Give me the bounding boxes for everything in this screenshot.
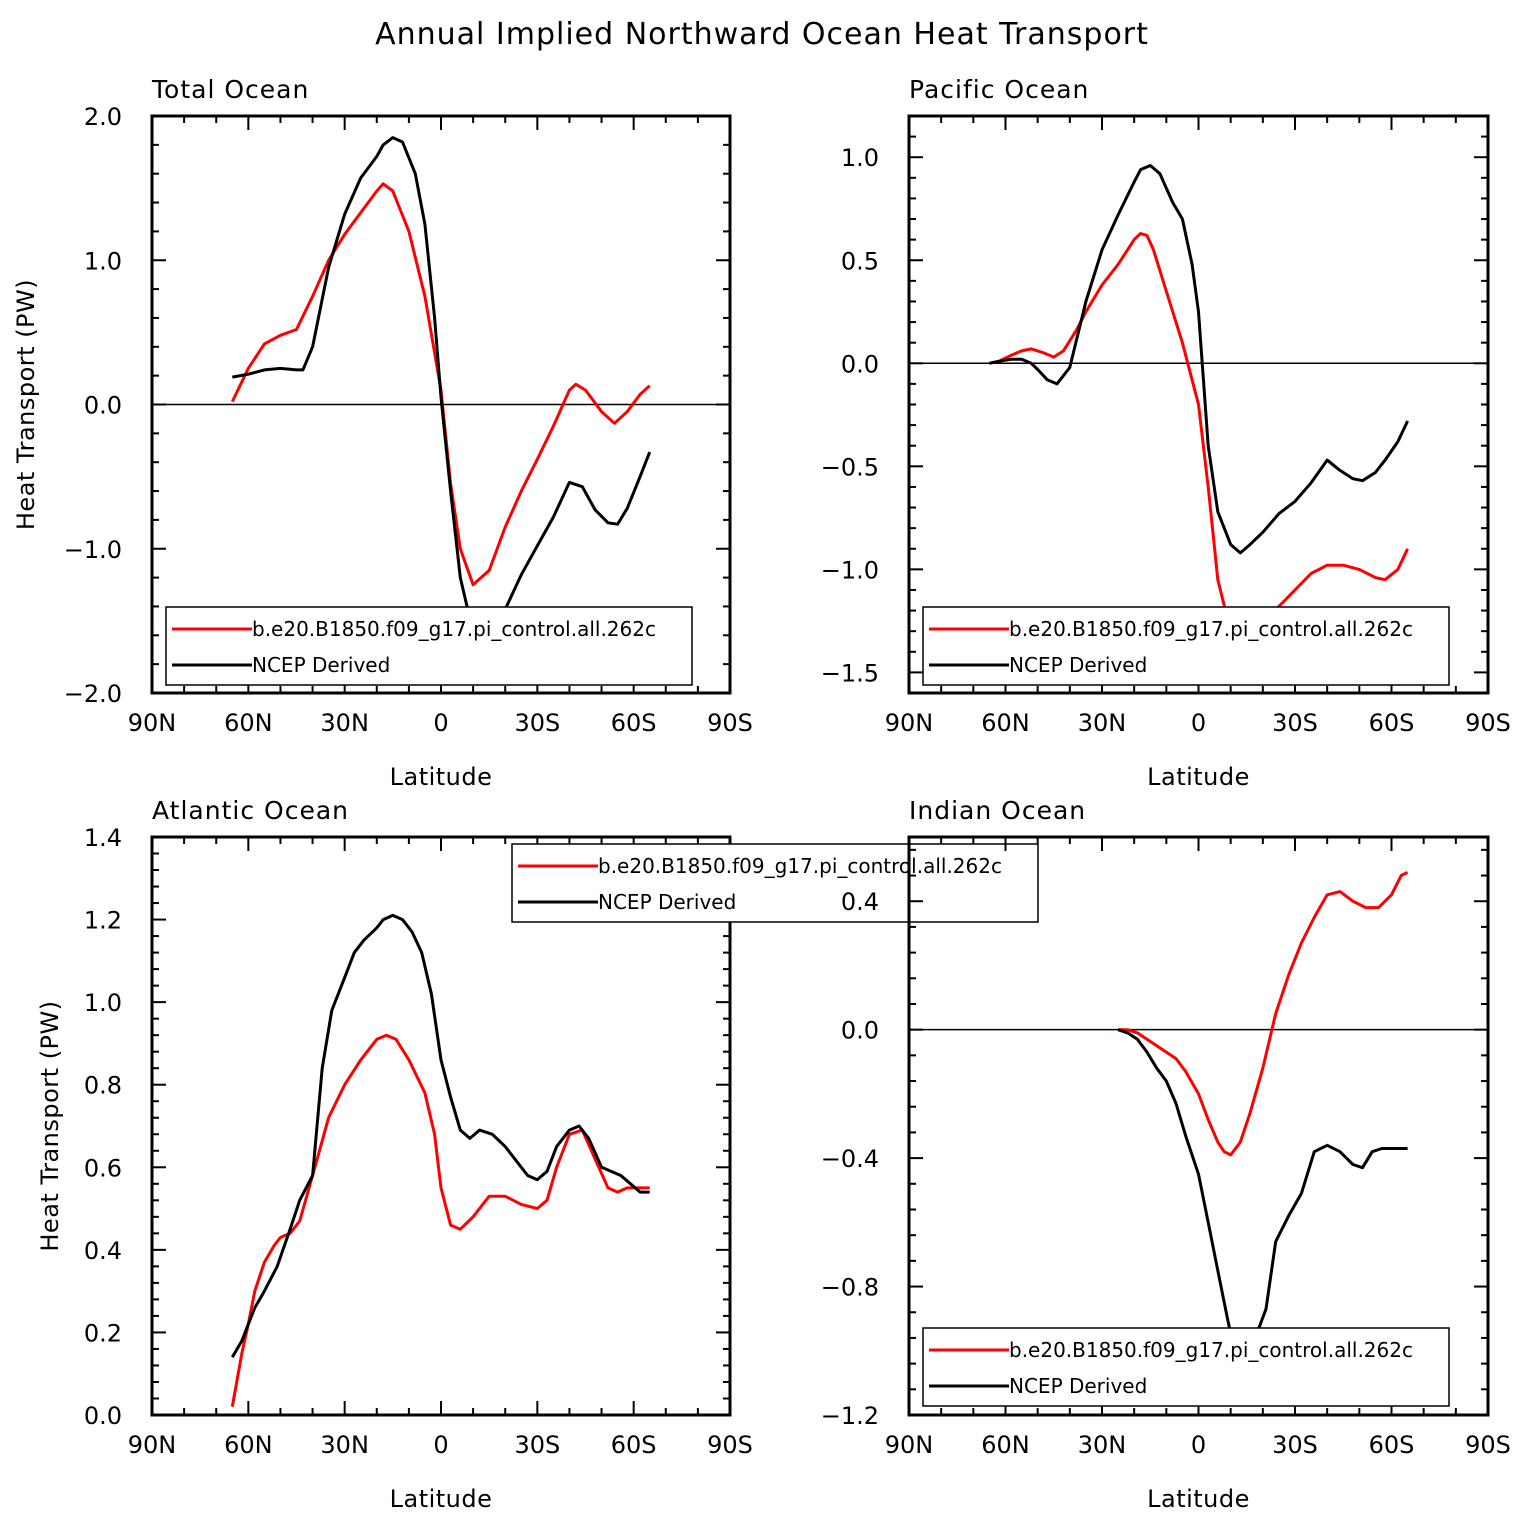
y-tick-label: −0.5 bbox=[821, 453, 879, 481]
panel-title: Atlantic Ocean bbox=[152, 796, 349, 825]
x-tick-label: 90S bbox=[707, 709, 753, 737]
legend-entry: NCEP Derived bbox=[598, 890, 736, 914]
y-tick-label: 1.0 bbox=[841, 144, 879, 172]
series-line-model bbox=[1118, 870, 1409, 1157]
x-tick-label: 30N bbox=[1078, 709, 1127, 737]
legend: b.e20.B1850.f09_g17.pi_control.all.262c N… bbox=[922, 1327, 1450, 1407]
y-tick-label: 1.4 bbox=[84, 824, 122, 852]
y-tick-label: 2.0 bbox=[84, 103, 122, 131]
y-tick-label: −1.0 bbox=[821, 556, 879, 584]
x-tick-label: 30S bbox=[514, 709, 560, 737]
legend-entry: b.e20.B1850.f09_g17.pi_control.all.262c bbox=[252, 617, 656, 641]
series-line-model bbox=[230, 1033, 650, 1407]
x-tick-label: 60S bbox=[611, 1431, 657, 1459]
legend-entry: NCEP Derived bbox=[252, 653, 390, 677]
x-tick-label: 0 bbox=[433, 709, 448, 737]
panel-3: Indian Ocean 90N 60N 30N 0 30S 60S 90S −1.2 −0.8 −… bbox=[821, 796, 1511, 1513]
x-tick-label: 30N bbox=[320, 709, 369, 737]
y-tick-label: −0.4 bbox=[821, 1145, 879, 1173]
legend-box bbox=[165, 606, 693, 686]
y-tick-label: 0.2 bbox=[84, 1319, 122, 1347]
x-tick-label: 90S bbox=[1465, 709, 1511, 737]
x-tick-label: 60N bbox=[981, 1431, 1030, 1459]
panel-title: Indian Ocean bbox=[909, 796, 1086, 825]
x-tick-label: 60N bbox=[224, 709, 273, 737]
legend-entry: NCEP Derived bbox=[1009, 653, 1147, 677]
series-line-ncep bbox=[989, 164, 1409, 555]
y-axis-label: Heat Transport (PW) bbox=[36, 1000, 64, 1251]
x-tick-label: 30S bbox=[1272, 709, 1318, 737]
y-tick-label: −2.0 bbox=[64, 680, 122, 708]
legend-entry: NCEP Derived bbox=[1009, 1374, 1147, 1398]
y-tick-label: 0.4 bbox=[84, 1237, 122, 1265]
y-tick-label: −1.2 bbox=[821, 1402, 879, 1430]
x-axis-label: Latitude bbox=[1147, 763, 1250, 791]
figure-title: Annual Implied Northward Ocean Heat Tran… bbox=[375, 17, 1149, 52]
y-tick-label: 0.0 bbox=[841, 1017, 879, 1045]
legend: b.e20.B1850.f09_g17.pi_control.all.262c N… bbox=[511, 843, 1039, 923]
y-tick-label: 0.4 bbox=[841, 888, 879, 916]
x-tick-label: 60S bbox=[1369, 709, 1415, 737]
y-tick-label: 0.5 bbox=[841, 247, 879, 275]
legend-entry: b.e20.B1850.f09_g17.pi_control.all.262c bbox=[1009, 1338, 1413, 1362]
y-tick-label: −0.8 bbox=[821, 1274, 879, 1302]
panel-2: Atlantic Ocean 90N 60N 30N 0 30S 60S 90S 0.0 0.2 0… bbox=[36, 796, 753, 1513]
legend-entry: b.e20.B1850.f09_g17.pi_control.all.262c bbox=[1009, 617, 1413, 641]
panel-1: Pacific Ocean 90N 60N 30N 0 30S 60S 90S −1.5 −1.0… bbox=[821, 75, 1511, 791]
legend: b.e20.B1850.f09_g17.pi_control.all.262c N… bbox=[165, 606, 693, 686]
y-tick-label: 1.0 bbox=[84, 989, 122, 1017]
y-tick-label: 0.0 bbox=[841, 350, 879, 378]
y-tick-label: 0.6 bbox=[84, 1154, 122, 1182]
legend: b.e20.B1850.f09_g17.pi_control.all.262c N… bbox=[922, 606, 1450, 686]
x-tick-label: 30S bbox=[514, 1431, 560, 1459]
y-tick-label: 1.2 bbox=[84, 907, 122, 935]
x-tick-label: 30N bbox=[320, 1431, 369, 1459]
x-tick-label: 0 bbox=[433, 1431, 448, 1459]
plot-frame bbox=[907, 114, 1490, 695]
series-line-ncep bbox=[1117, 1028, 1408, 1366]
y-tick-label: 0.0 bbox=[84, 1402, 122, 1430]
legend-box bbox=[511, 843, 1039, 923]
x-tick-label: 90N bbox=[885, 709, 934, 737]
x-tick-label: 0 bbox=[1191, 1431, 1206, 1459]
plot-frame bbox=[150, 114, 732, 695]
plot-frame bbox=[150, 835, 732, 1417]
y-axis-label: Heat Transport (PW) bbox=[12, 279, 40, 530]
panel-title: Pacific Ocean bbox=[909, 75, 1089, 104]
x-tick-label: 0 bbox=[1191, 709, 1206, 737]
x-tick-label: 60S bbox=[611, 709, 657, 737]
series-line-ncep bbox=[232, 136, 652, 646]
x-axis-label: Latitude bbox=[390, 1485, 493, 1513]
plot-frame bbox=[907, 835, 1490, 1417]
panel-title: Total Ocean bbox=[151, 75, 309, 104]
y-tick-label: 0.8 bbox=[84, 1072, 122, 1100]
y-tick-label: −1.0 bbox=[64, 536, 122, 564]
legend-entry: b.e20.B1850.f09_g17.pi_control.all.262c bbox=[598, 854, 1002, 878]
x-tick-label: 30S bbox=[1272, 1431, 1318, 1459]
x-tick-label: 60N bbox=[981, 709, 1030, 737]
x-tick-label: 90N bbox=[128, 1431, 177, 1459]
series-line-ncep bbox=[231, 913, 650, 1358]
x-axis-label: Latitude bbox=[390, 763, 493, 791]
x-tick-label: 90S bbox=[707, 1431, 753, 1459]
y-tick-label: 1.0 bbox=[84, 247, 122, 275]
y-tick-label: −1.5 bbox=[821, 659, 879, 687]
legend-box bbox=[922, 1327, 1450, 1407]
x-axis-label: Latitude bbox=[1147, 1485, 1250, 1513]
x-tick-label: 60S bbox=[1369, 1431, 1415, 1459]
x-tick-label: 60N bbox=[224, 1431, 273, 1459]
x-tick-label: 90S bbox=[1465, 1431, 1511, 1459]
x-tick-label: 90N bbox=[128, 709, 177, 737]
series-line-model bbox=[989, 232, 1409, 637]
x-tick-label: 90N bbox=[885, 1431, 934, 1459]
legend-box bbox=[922, 606, 1450, 686]
y-tick-label: 0.0 bbox=[84, 392, 122, 420]
x-tick-label: 30N bbox=[1078, 1431, 1127, 1459]
